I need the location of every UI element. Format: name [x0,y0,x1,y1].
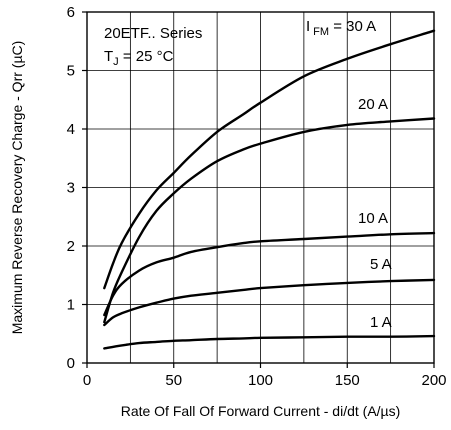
curve-label-10a: 10 A [358,210,388,227]
y-tick-label: 1 [67,297,75,314]
curve-label-30a: I FM = 30 A [306,18,376,38]
temperature-subscript: J [113,56,119,68]
x-axis-label: Rate Of Fall Of Forward Current - di/dt … [121,403,401,419]
curve-label-20a: 20 A [358,96,388,113]
curve-label-30a-prefix: I [306,18,310,35]
x-tick-label: 50 [165,372,182,389]
series-name-annotation: 20ETF.. Series [104,25,202,42]
curve-30a [103,29,436,290]
x-tick-label: 200 [421,372,446,389]
y-tick-label: 5 [67,63,75,80]
curve-10a [103,231,436,317]
y-tick-label: 6 [67,4,75,21]
y-axis-label: Maximum Reverse Recovery Charge - Qrr (µ… [9,41,25,335]
y-tick-label: 2 [67,238,75,255]
curve-label-30a-subscript: FM [313,26,329,38]
curve-5a [103,278,436,327]
curve-label-5a: 5 A [370,256,392,273]
curve-label-1a: 1 A [370,314,392,331]
y-tick-label: 0 [67,355,75,372]
curve-label-30a-value: = 30 A [329,18,376,35]
curves [103,29,436,350]
curve-1a [103,334,436,350]
x-tick-label: 150 [335,372,360,389]
temperature-symbol: T [104,48,113,65]
y-tick-label: 3 [67,180,75,197]
ticks: 0 50 100 150 200 0 1 2 3 4 5 6 [67,4,447,389]
y-tick-label: 4 [67,121,75,138]
grid [87,12,434,363]
temperature-annotation: TJ = 25 °C [104,48,174,68]
curve-20a [103,117,436,324]
temperature-value: = 25 °C [119,48,174,65]
x-tick-label: 0 [83,372,91,389]
x-tick-label: 100 [248,372,273,389]
